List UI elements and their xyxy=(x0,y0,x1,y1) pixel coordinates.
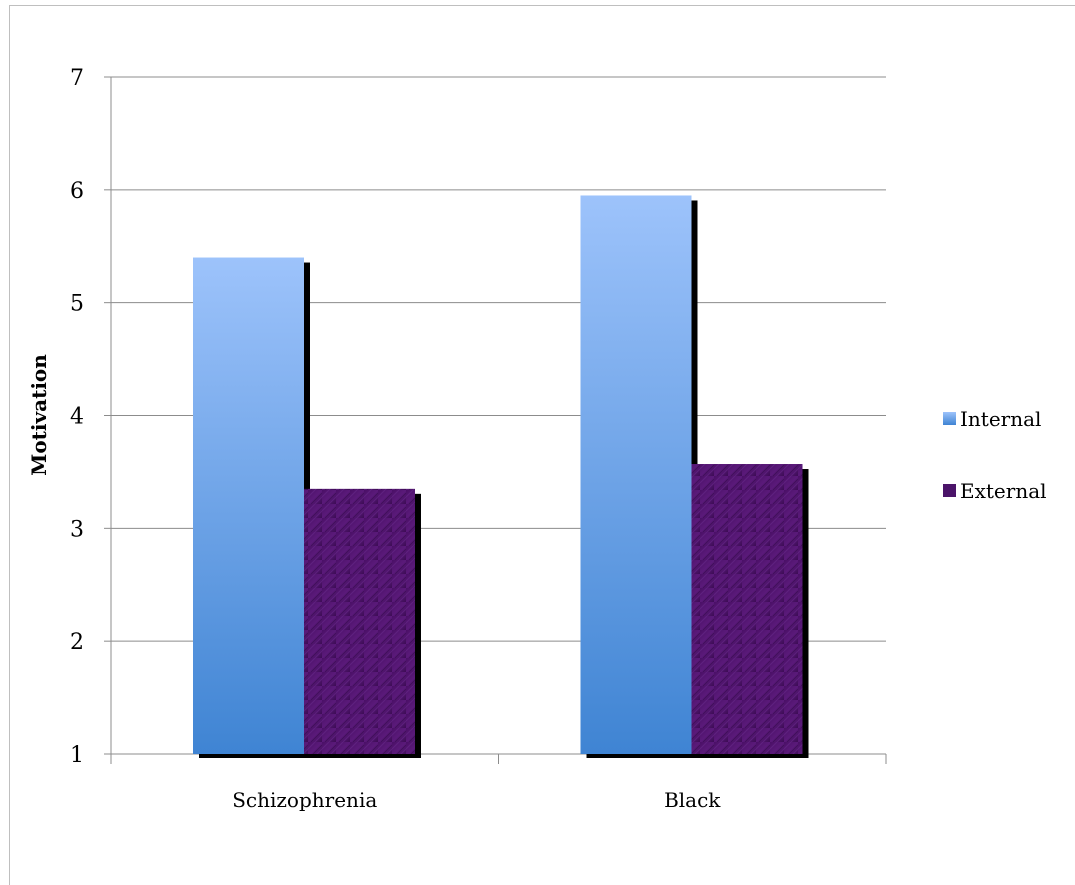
y-tick-label: 2 xyxy=(70,630,84,655)
legend-label-external: External xyxy=(960,479,1047,503)
category-labels: Schizophrenia Black xyxy=(232,788,721,812)
bar-internal-black xyxy=(580,195,692,755)
chart-frame xyxy=(9,5,1075,885)
bar-internal-schizophrenia xyxy=(193,257,304,754)
bar-external-black xyxy=(691,464,803,754)
y-tick-label: 3 xyxy=(70,517,84,542)
bar-external-schizophrenia xyxy=(304,488,415,754)
legend-swatch-internal xyxy=(943,412,956,425)
y-tick-label: 7 xyxy=(70,66,84,91)
category-label: Black xyxy=(664,788,721,812)
y-tick-label: 4 xyxy=(70,405,84,430)
y-tick-label: 6 xyxy=(70,179,84,204)
bars xyxy=(193,195,809,759)
legend-label-internal: Internal xyxy=(960,407,1041,431)
y-tick-label: 1 xyxy=(70,743,84,768)
category-label: Schizophrenia xyxy=(232,788,377,812)
y-axis-title: Motivation xyxy=(27,354,51,476)
y-axis: 1 2 3 4 5 6 7 xyxy=(70,66,112,768)
y-tick-label: 5 xyxy=(70,292,84,317)
legend: Internal External xyxy=(943,407,1047,503)
legend-swatch-external xyxy=(943,484,956,497)
